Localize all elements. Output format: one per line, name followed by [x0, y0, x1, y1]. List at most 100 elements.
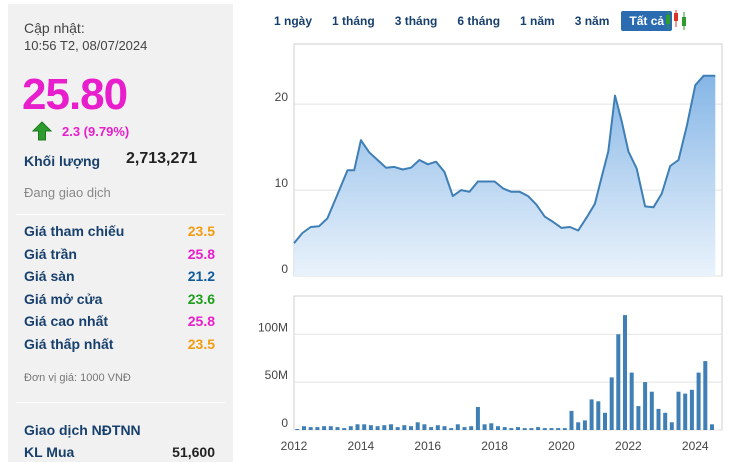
high-price-value: 25.8 [187, 313, 215, 329]
current-price: 25.80 [22, 70, 128, 119]
x-tick-label: 2022 [615, 439, 642, 453]
volume-bar [429, 427, 434, 430]
volume-bar [395, 427, 400, 430]
ceiling-price-value: 25.8 [187, 246, 215, 262]
volume-bar [302, 426, 306, 430]
volume-bar [415, 422, 420, 430]
price-unit-note: Đơn vị giá: 1000 VNĐ [24, 372, 131, 384]
candlestick-icon[interactable] [664, 9, 688, 31]
volume-bar [435, 425, 440, 430]
volume-bar [409, 426, 413, 430]
price-y-tick-label: 0 [281, 262, 288, 276]
volume-bar [348, 426, 353, 430]
x-tick-label: 2024 [682, 439, 709, 453]
volume-bar [295, 429, 300, 430]
ceiling-price-label: Giá trần [24, 246, 77, 262]
x-tick-label: 2018 [481, 439, 508, 453]
volume-bar [475, 407, 480, 430]
volume-bar [502, 427, 507, 430]
divider [16, 402, 225, 403]
volume-bar [402, 425, 407, 430]
volume-bar [362, 424, 367, 430]
volume-y-tick-label: 100M [258, 320, 288, 334]
volume-bar [462, 427, 467, 430]
volume-bar [703, 361, 708, 430]
volume-bar [308, 427, 313, 430]
volume-bar [710, 424, 714, 430]
trading-status: Đang giao dịch [24, 185, 111, 200]
tab-1-day[interactable]: 1 ngày [274, 14, 313, 28]
updated-time: 10:56 T2, 08/07/2024 [24, 38, 148, 53]
divider [16, 214, 225, 215]
volume-bar [328, 426, 333, 430]
volume-bar [589, 399, 594, 430]
volume-bar [375, 426, 380, 430]
volume-bar [482, 424, 487, 430]
tab-3-years[interactable]: 3 năm [574, 14, 610, 28]
volume-bar [368, 425, 373, 430]
volume-bar [422, 424, 427, 430]
x-tick-label: 2020 [548, 439, 575, 453]
floor-price-value: 21.2 [187, 268, 215, 284]
volume-bar [656, 408, 661, 430]
volume-bar [562, 428, 567, 430]
volume-bar [335, 427, 340, 430]
tab-all[interactable]: Tất cả [621, 11, 673, 31]
tab-3-months[interactable]: 3 tháng [394, 14, 438, 28]
price-change: 2.3 (9.79%) [32, 120, 129, 142]
volume-bar [603, 412, 607, 430]
volume-bar [342, 428, 347, 430]
up-arrow-icon [32, 121, 52, 141]
volume-bar [596, 401, 601, 430]
updated-label: Cập nhật: [24, 20, 85, 36]
volume-bar [616, 334, 621, 430]
volume-bar [455, 424, 460, 430]
open-price-value: 23.6 [187, 291, 215, 307]
volume-value: 2,713,271 [126, 150, 198, 167]
volume-bar [382, 425, 387, 430]
low-price-value: 23.5 [187, 336, 215, 352]
volume-bar [582, 420, 587, 430]
price-info-panel: Cập nhật: 10:56 T2, 08/07/2024 25.80 2.3… [8, 4, 233, 462]
volume-bar [576, 422, 581, 430]
volume-bar [689, 389, 694, 430]
volume-bar [643, 382, 648, 430]
floor-price-label: Giá sàn [24, 268, 75, 284]
volume-bar [469, 426, 474, 430]
volume-bar [569, 410, 574, 430]
volume-bar [696, 372, 701, 430]
high-price-label: Giá cao nhất [24, 313, 109, 329]
volume-bar [536, 427, 541, 430]
volume-bar [322, 426, 327, 430]
volume-bar [315, 427, 320, 430]
volume-bar [509, 428, 514, 430]
price-area-chart: 0 10 20 [275, 43, 723, 277]
volume-y-tick-label: 50M [265, 368, 288, 382]
tab-1-year[interactable]: 1 năm [520, 14, 555, 28]
foreign-trading-title: Giao dịch NĐTNN [24, 422, 141, 438]
volume-bar [529, 428, 534, 430]
time-range-tabs: 1 ngày 1 tháng 3 tháng 6 tháng 1 năm 3 n… [266, 10, 676, 32]
tab-6-months[interactable]: 6 tháng [457, 14, 501, 28]
reference-price-value: 23.5 [187, 223, 215, 239]
volume-bar [522, 428, 527, 430]
buy-volume-value: 51,600 [172, 444, 215, 460]
price-y-tick-label: 20 [275, 90, 289, 104]
volume-bar [489, 423, 494, 430]
volume-bar [542, 428, 547, 430]
x-tick-label: 2016 [414, 439, 441, 453]
volume-bar [663, 412, 668, 430]
open-price-label: Giá mở cửa [24, 291, 103, 307]
volume-bar [556, 428, 561, 430]
tab-1-month[interactable]: 1 tháng [332, 14, 375, 28]
volume-bar [649, 391, 654, 430]
volume-bar [669, 422, 674, 430]
volume-bar-chart: 0 50M 100M [258, 295, 723, 431]
volume-bar [609, 377, 614, 430]
volume-bar [496, 426, 500, 430]
x-tick-label: 2014 [348, 439, 375, 453]
volume-bar [549, 428, 554, 430]
x-tick-label: 2012 [281, 439, 308, 453]
